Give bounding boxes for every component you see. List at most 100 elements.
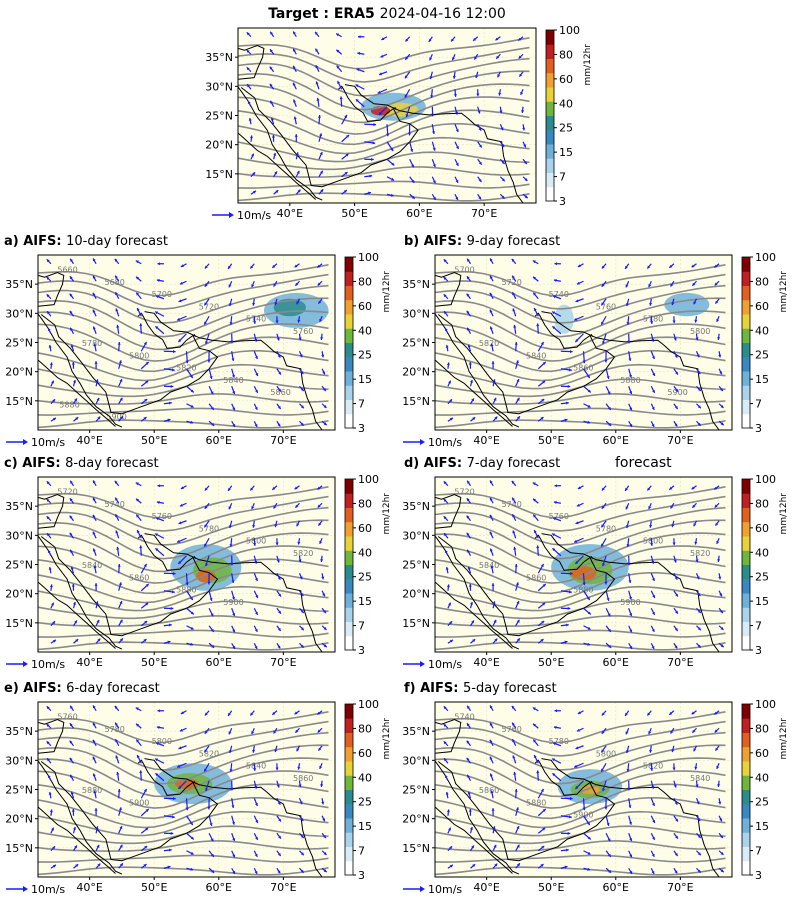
wind-arrow-head <box>627 562 631 566</box>
wind-arrow-head <box>157 709 160 713</box>
wind-arrow-head <box>69 757 73 761</box>
panel-f: 5740 5760 5780 5800 5820 5840 5860 5880 5900 40°E… <box>402 681 789 896</box>
wind-arrow-head <box>322 593 325 597</box>
wind-arrow-head <box>297 189 301 193</box>
wind-arrow-head <box>471 620 474 624</box>
colorbar-segment <box>345 507 353 523</box>
contour-label: 5740 <box>246 315 266 324</box>
wind-arrow-head <box>210 838 214 842</box>
wind-arrow-head <box>516 826 520 829</box>
title-lead: 8-day forecast <box>65 456 159 471</box>
wind-arrow-head <box>513 546 517 550</box>
wind-arrow-head <box>716 540 720 544</box>
colorbar-frame <box>741 256 751 429</box>
colorbar-segment <box>345 536 353 551</box>
wind-arrow-head <box>651 628 655 632</box>
wind-arrow-head <box>697 388 701 391</box>
wind-arrow-head <box>277 801 281 805</box>
wind-arrow-head <box>190 642 194 646</box>
panel-title: e) AIFS: 6-day forecast <box>4 681 160 696</box>
wind-arrow-head <box>567 606 571 610</box>
wind-arrow-head <box>674 645 678 649</box>
wind-arrow-head <box>455 179 459 183</box>
wind-arrow-head <box>96 844 100 848</box>
wind-arrow-head <box>607 613 611 617</box>
wind-arrow-head <box>135 707 139 711</box>
wind-arrow-head <box>190 867 194 871</box>
wind-arrow-head <box>552 773 556 777</box>
wind-arrow-head <box>207 806 211 810</box>
panel-title: f) AIFS: 5-day forecast <box>404 681 557 696</box>
coastline <box>40 759 219 862</box>
wind-arrow-head <box>209 598 213 601</box>
colorbar-tick-label: 3 <box>755 644 762 657</box>
colorbar-segment <box>345 371 353 386</box>
wind-arrow-head <box>574 539 578 543</box>
colorbar-segment <box>546 129 554 145</box>
wind-arrow-head <box>569 368 572 372</box>
wind-arrow-head <box>453 94 457 97</box>
contour-label: 5820 <box>643 762 663 771</box>
wind-arrow-head <box>71 809 75 812</box>
wind-arrow-head <box>575 786 579 789</box>
coastline <box>38 581 116 649</box>
colorbar-segment <box>345 635 353 651</box>
colorbar-segment <box>345 621 353 637</box>
colorbar-label: mm/12hr <box>382 493 392 535</box>
wind-key-label: 10m/s <box>428 436 462 449</box>
wind-arrow-head <box>52 417 56 421</box>
wind-arrow-head <box>232 821 235 825</box>
wind-arrow-head <box>315 48 319 52</box>
wind-arrow-head <box>540 639 544 642</box>
wind-arrow-head <box>671 524 675 528</box>
wind-arrow-head <box>252 302 256 306</box>
colorbar-frame <box>344 478 354 651</box>
colorbar-segment <box>345 732 353 748</box>
wind-arrow-head <box>155 758 159 762</box>
wind-arrow-head <box>693 748 697 752</box>
colorbar-tick-label: 7 <box>755 845 762 858</box>
contour-line <box>435 264 726 297</box>
wind-arrow-head <box>478 179 482 182</box>
coastline <box>435 760 520 875</box>
wind-arrow-head <box>204 505 208 509</box>
wind-arrow-head <box>269 66 273 70</box>
wind-arrow-head <box>69 276 73 280</box>
wind-arrow-head <box>369 174 373 178</box>
wind-arrow-head <box>566 623 569 627</box>
panel-title: a) AIFS: 10-day forecast <box>4 234 168 249</box>
contour-label: 5820 <box>293 549 313 558</box>
wind-arrow-head <box>652 356 655 359</box>
wind-arrow-head <box>604 359 608 363</box>
wind-arrow-head <box>254 560 258 564</box>
wind-arrow-head <box>180 264 184 267</box>
x-tick-label: 50°E <box>538 881 564 894</box>
wind-arrow-head <box>648 731 652 735</box>
wind-arrow-head <box>136 530 140 533</box>
contour-label: 5880 <box>176 586 196 595</box>
wind-arrow-head <box>552 326 556 330</box>
y-tick-label: 15°N <box>402 842 430 855</box>
colorbar-tick-label: 3 <box>358 422 365 435</box>
wind-arrow-head <box>177 317 181 321</box>
contour-line <box>38 284 329 324</box>
coastline <box>38 718 65 754</box>
panel-letter: c) <box>4 456 22 471</box>
contour-line <box>38 532 329 573</box>
wind-arrow-head <box>190 404 194 408</box>
y-tick-label: 20°N <box>402 366 430 379</box>
wind-arrow-head <box>204 768 207 772</box>
wind-arrow-head <box>715 300 719 304</box>
wind-arrow-head <box>155 311 159 315</box>
wind-arrow-head <box>474 56 477 60</box>
wind-arrow-head <box>204 712 208 716</box>
wind-arrow-head <box>51 380 54 384</box>
colorbar-segment <box>345 860 353 876</box>
contour-line <box>435 783 726 820</box>
colorbar-segment <box>345 314 353 329</box>
contour-label: 5720 <box>199 302 219 311</box>
wind-arrow-head <box>70 566 74 570</box>
wind-arrow-head <box>452 75 456 79</box>
contour-label: 5720 <box>454 488 474 497</box>
wind-arrow-head <box>552 758 556 762</box>
